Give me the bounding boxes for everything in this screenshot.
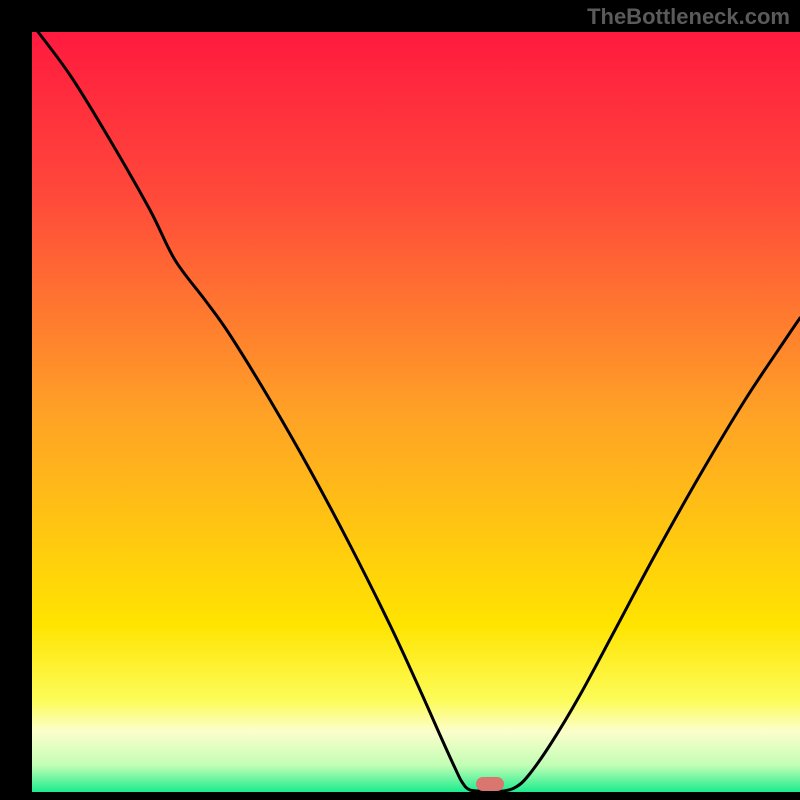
watermark-text: TheBottleneck.com (587, 4, 790, 30)
chart-gradient-background (32, 32, 800, 792)
chart-container: TheBottleneck.com (0, 0, 800, 800)
optimal-marker (476, 777, 504, 791)
